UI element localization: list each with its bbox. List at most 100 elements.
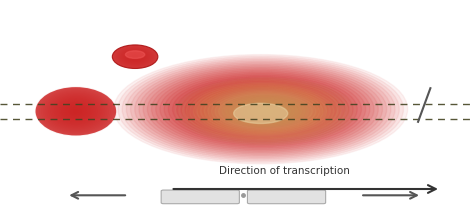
Ellipse shape	[54, 98, 98, 125]
Ellipse shape	[248, 105, 273, 114]
Ellipse shape	[168, 75, 353, 143]
Ellipse shape	[61, 102, 91, 120]
Ellipse shape	[130, 54, 140, 59]
Ellipse shape	[240, 102, 291, 121]
Ellipse shape	[67, 106, 85, 117]
Ellipse shape	[118, 48, 152, 65]
Ellipse shape	[256, 108, 265, 111]
Ellipse shape	[45, 93, 107, 130]
Ellipse shape	[189, 83, 332, 136]
Ellipse shape	[147, 67, 374, 151]
Ellipse shape	[131, 55, 139, 59]
Ellipse shape	[39, 89, 112, 133]
Ellipse shape	[186, 82, 345, 141]
Ellipse shape	[219, 94, 303, 125]
Ellipse shape	[116, 47, 154, 67]
Ellipse shape	[130, 61, 391, 158]
Ellipse shape	[48, 95, 103, 128]
Ellipse shape	[175, 78, 356, 145]
Ellipse shape	[121, 50, 149, 64]
Ellipse shape	[237, 101, 294, 122]
FancyBboxPatch shape	[247, 190, 326, 204]
Ellipse shape	[139, 64, 383, 154]
Ellipse shape	[112, 45, 158, 68]
Ellipse shape	[36, 87, 116, 135]
FancyBboxPatch shape	[161, 190, 239, 204]
Ellipse shape	[118, 47, 153, 66]
Ellipse shape	[240, 101, 282, 117]
Ellipse shape	[52, 97, 100, 126]
Ellipse shape	[173, 76, 349, 142]
Ellipse shape	[211, 91, 319, 131]
Ellipse shape	[210, 91, 311, 128]
Ellipse shape	[126, 52, 144, 61]
Ellipse shape	[251, 106, 280, 117]
Ellipse shape	[262, 110, 269, 113]
Ellipse shape	[179, 79, 352, 144]
Ellipse shape	[120, 49, 150, 64]
Ellipse shape	[193, 84, 337, 138]
Ellipse shape	[43, 92, 109, 131]
Ellipse shape	[244, 103, 277, 116]
Ellipse shape	[197, 86, 334, 137]
Ellipse shape	[204, 88, 327, 134]
Text: Direction of transcription: Direction of transcription	[219, 166, 350, 176]
Ellipse shape	[182, 80, 348, 142]
Ellipse shape	[215, 92, 316, 130]
Ellipse shape	[59, 101, 92, 121]
Ellipse shape	[126, 51, 145, 58]
Ellipse shape	[219, 94, 312, 129]
Ellipse shape	[118, 56, 403, 162]
Ellipse shape	[181, 80, 340, 139]
Ellipse shape	[122, 50, 148, 63]
Ellipse shape	[127, 59, 395, 159]
Ellipse shape	[124, 51, 146, 63]
Ellipse shape	[160, 72, 362, 147]
Ellipse shape	[70, 108, 82, 115]
Ellipse shape	[258, 109, 273, 114]
Ellipse shape	[244, 103, 287, 119]
Ellipse shape	[65, 105, 87, 118]
Ellipse shape	[129, 53, 141, 60]
Ellipse shape	[255, 107, 276, 115]
Ellipse shape	[46, 94, 105, 129]
Ellipse shape	[229, 98, 301, 125]
Ellipse shape	[233, 99, 298, 123]
Ellipse shape	[190, 83, 341, 139]
Ellipse shape	[177, 78, 345, 140]
Ellipse shape	[227, 97, 294, 122]
Ellipse shape	[128, 53, 143, 61]
Ellipse shape	[114, 55, 408, 164]
Ellipse shape	[125, 51, 145, 62]
Ellipse shape	[36, 87, 116, 135]
Ellipse shape	[198, 86, 324, 133]
Ellipse shape	[50, 96, 101, 127]
Ellipse shape	[193, 84, 328, 134]
Ellipse shape	[115, 46, 155, 67]
Ellipse shape	[164, 73, 357, 145]
Ellipse shape	[236, 100, 286, 119]
Ellipse shape	[223, 95, 299, 123]
Ellipse shape	[226, 97, 305, 126]
Ellipse shape	[215, 92, 307, 126]
Ellipse shape	[69, 107, 83, 116]
Ellipse shape	[112, 45, 158, 68]
Ellipse shape	[134, 56, 137, 57]
Ellipse shape	[41, 91, 110, 132]
Ellipse shape	[122, 58, 399, 161]
Ellipse shape	[72, 109, 80, 113]
Ellipse shape	[201, 87, 330, 135]
Ellipse shape	[133, 55, 137, 58]
Ellipse shape	[222, 95, 309, 127]
Ellipse shape	[208, 90, 323, 133]
Ellipse shape	[156, 70, 365, 148]
Ellipse shape	[247, 105, 283, 118]
Ellipse shape	[252, 106, 269, 112]
Ellipse shape	[135, 62, 387, 156]
Ellipse shape	[74, 110, 78, 112]
Ellipse shape	[185, 81, 336, 137]
Ellipse shape	[234, 103, 288, 123]
Ellipse shape	[37, 88, 114, 134]
Ellipse shape	[152, 69, 370, 150]
Ellipse shape	[114, 46, 156, 68]
